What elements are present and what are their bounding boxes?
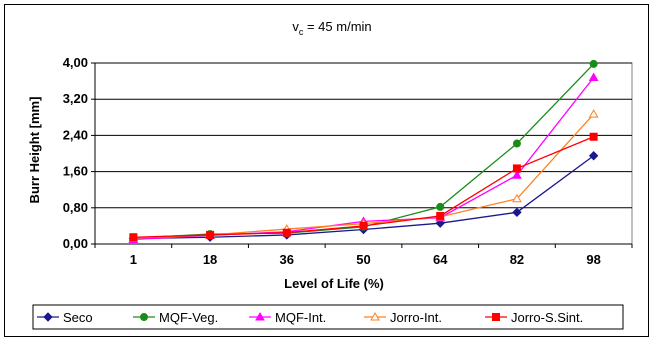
legend-swatch-marker — [140, 313, 148, 321]
legend-label: Jorro-S.Sint. — [511, 310, 583, 325]
x-axis-title: Level of Life (%) — [284, 276, 384, 291]
data-point — [588, 72, 599, 81]
legend-label: Jorro-Int. — [390, 310, 442, 325]
data-point — [588, 151, 599, 161]
x-tick-label: 18 — [203, 252, 217, 267]
legend-label: Seco — [63, 310, 93, 325]
data-point — [436, 202, 445, 211]
data-point — [589, 59, 598, 68]
x-tick-label: 64 — [433, 252, 448, 267]
data-point — [512, 164, 521, 173]
y-axis-ticks: 0,00 0,80 1,60 2,40 3,20 4,00 — [63, 55, 95, 251]
x-tick-label: 50 — [356, 252, 370, 267]
x-tick-label: 36 — [280, 252, 294, 267]
x-tick-label: 98 — [586, 252, 600, 267]
y-tick-label: 1,60 — [63, 164, 88, 179]
legend-swatch-marker — [43, 312, 53, 322]
series-layer — [128, 59, 599, 244]
legend-item: MQF-Int. — [249, 310, 326, 325]
data-point — [359, 221, 368, 230]
chart-title: vc = 45 m/min — [292, 19, 371, 37]
x-tick-label: 82 — [510, 252, 524, 267]
legend-item: Jorro-Int. — [364, 310, 442, 325]
data-point — [512, 139, 521, 148]
legend-item: MQF-Veg. — [133, 310, 218, 325]
legend-swatch-marker — [255, 311, 265, 321]
chart-svg: vc = 45 m/min 0,00 0,80 1,60 2,40 3,20 4,00 1… — [27, 19, 633, 330]
data-point — [512, 207, 522, 218]
y-tick-label: 0,80 — [63, 200, 88, 215]
data-point — [206, 230, 215, 239]
data-point — [589, 132, 598, 141]
legend-label: MQF-Int. — [275, 310, 326, 325]
data-point — [282, 228, 291, 237]
data-point — [436, 211, 445, 220]
legend-item: Seco — [37, 310, 93, 325]
x-tick-label: 1 — [130, 252, 137, 267]
y-tick-label: 0,00 — [63, 236, 88, 251]
legend-box — [32, 304, 624, 330]
x-axis-ticks: 1 18 36 50 64 82 98 — [94, 244, 633, 267]
legend-swatch-marker — [370, 311, 380, 321]
series-5 — [129, 132, 598, 242]
y-tick-label: 2,40 — [63, 127, 88, 142]
chart-frame: vc = 45 m/min 0,00 0,80 1,60 2,40 3,20 4,00 1… — [4, 4, 649, 337]
legend-swatch-marker — [492, 313, 500, 321]
plot-border — [94, 62, 633, 245]
data-point — [588, 109, 599, 118]
data-point — [512, 170, 522, 179]
legend-label: MQF-Veg. — [159, 310, 218, 325]
legend: Seco MQF-Veg. MQF-Int. Jorro-Int. Jorro-S.Si… — [32, 304, 624, 330]
chart-title-subscript: c — [299, 27, 304, 37]
legend-item: Jorro-S.Sint. — [485, 310, 583, 325]
data-point — [129, 233, 138, 242]
plot-area — [94, 62, 633, 245]
y-axis-title: Burr Height [mm] — [27, 97, 42, 204]
y-tick-label: 3,20 — [63, 91, 88, 106]
y-tick-label: 4,00 — [63, 55, 88, 70]
data-point — [512, 193, 522, 203]
